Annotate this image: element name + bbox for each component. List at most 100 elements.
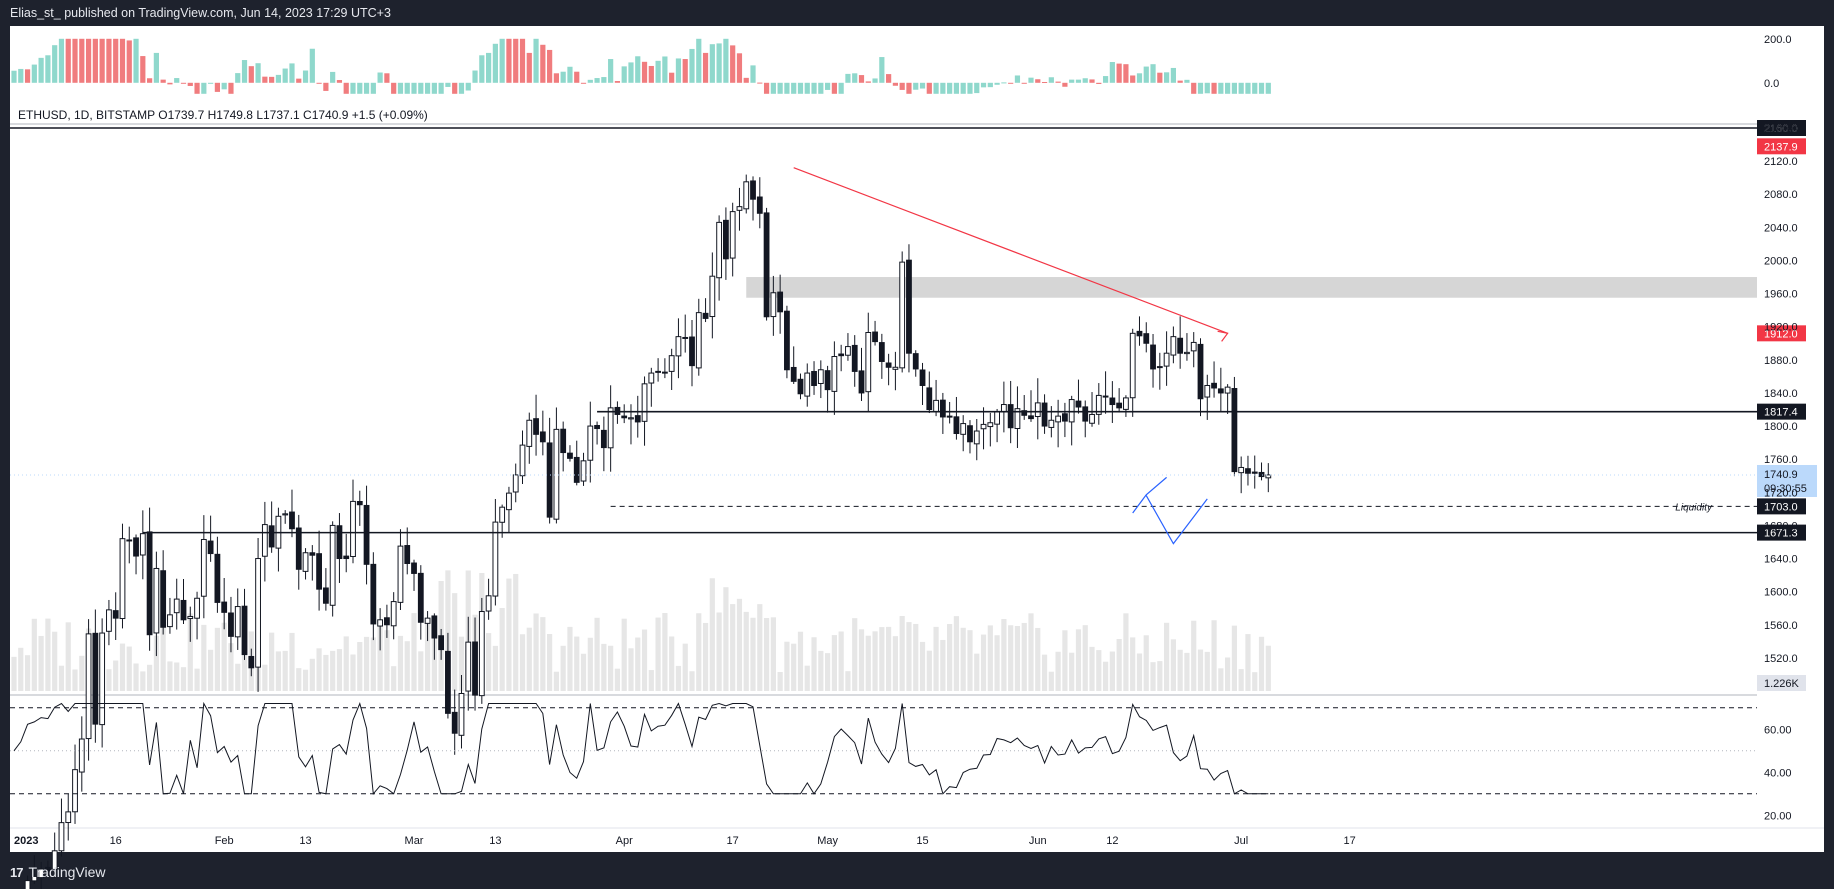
oscillator-bar [858, 75, 865, 83]
candle-down [146, 531, 153, 636]
candle-up [1265, 474, 1272, 479]
oscillator-bar [791, 82, 797, 94]
oscillator-bar [418, 82, 424, 94]
oscillator-bar [65, 38, 71, 83]
candle-up [1055, 415, 1062, 423]
candle-down [573, 456, 580, 483]
candle-down [784, 310, 790, 371]
price-tick-label: 1760.0 [1764, 454, 1798, 466]
candle-up [1014, 408, 1021, 430]
oscillator-bar [140, 56, 146, 83]
candle-down [404, 545, 411, 564]
volume-label: 1.226K [1764, 678, 1800, 690]
time-tick-label: 12 [1106, 835, 1118, 847]
candle-up [519, 444, 526, 477]
tradingview-logo[interactable]: 17 TradingView [10, 864, 106, 880]
candle-down [45, 866, 51, 872]
volume-bar [208, 649, 214, 691]
time-tick-label: 17 [1344, 835, 1356, 847]
price-tick-label: 1840.0 [1764, 388, 1798, 400]
volume-bar [1136, 653, 1143, 691]
volume-bar [377, 621, 383, 691]
oscillator-bar [831, 82, 837, 94]
volume-bar [526, 627, 532, 691]
volume-bar [574, 636, 580, 691]
candle-down [1082, 406, 1089, 422]
candle-down [1075, 400, 1082, 408]
candle-down [241, 605, 248, 656]
oscillator-bar [323, 82, 329, 91]
price-flag-label: 2137.9 [1764, 141, 1798, 153]
candle-up [65, 811, 72, 824]
time-tick-label: 16 [110, 835, 122, 847]
volume-bar [31, 618, 37, 691]
oscillator-bar [974, 82, 980, 94]
candle-down [289, 511, 295, 530]
liquidity-label: Liquidity [1675, 502, 1713, 513]
candle-down [872, 331, 878, 343]
candle-down [336, 525, 343, 560]
oscillator-bar [153, 52, 159, 83]
oscillator-bar [967, 82, 973, 94]
volume-bar [696, 613, 702, 691]
volume-bar [1123, 613, 1129, 691]
volume-bar [11, 656, 17, 691]
volume-bar [641, 629, 648, 691]
volume-bar [1041, 654, 1048, 691]
price-scale[interactable] [1757, 26, 1824, 852]
oscillator-bar [1075, 79, 1082, 83]
oscillator-bar [919, 82, 926, 89]
volume-bar [58, 665, 65, 691]
oscillator-bar [431, 82, 437, 94]
candle-up [499, 506, 506, 523]
candle-down [445, 650, 451, 714]
oscillator-bar [438, 82, 444, 94]
candle-up [485, 595, 492, 612]
oscillator-bar [479, 55, 485, 83]
price-tick-label: 1640.0 [1764, 554, 1798, 566]
candle-down [939, 399, 946, 418]
candle-down [1028, 415, 1034, 420]
candle-up [729, 211, 736, 259]
candle-down [600, 429, 607, 449]
price-tick-label: 1880.0 [1764, 355, 1798, 367]
trend-arrowhead [1217, 330, 1229, 342]
price-tick-label: 2120.0 [1764, 156, 1798, 168]
candle-up [478, 611, 485, 697]
oscillator-bar [1109, 62, 1115, 83]
candle-down [451, 711, 458, 734]
volume-bar [797, 631, 804, 691]
volume-bar [445, 570, 451, 691]
candle-up [1000, 404, 1007, 413]
volume-bar [886, 626, 892, 691]
oscillator-bar [1035, 79, 1041, 83]
candle-down [655, 370, 662, 373]
volume-bar [38, 635, 44, 691]
level-label-bg [1757, 403, 1806, 420]
volume-label-bg [1757, 675, 1806, 691]
oscillator-bar [953, 82, 960, 94]
volume-bar [1001, 619, 1007, 691]
oscillator-bar [730, 45, 736, 83]
candle-up [492, 521, 499, 597]
level-label: 2160.0 [1764, 123, 1798, 135]
candle-down [1177, 337, 1184, 354]
oscillator-bar [506, 38, 512, 83]
volume-bar [1069, 652, 1075, 691]
volume-bar [357, 642, 363, 691]
rsi-line [13, 701, 1269, 796]
candle-down [295, 527, 302, 570]
oscillator-bar [24, 69, 31, 83]
oscillator-bar [1048, 77, 1054, 83]
oscillator-bar [18, 68, 24, 83]
oscillator-bar [79, 38, 85, 83]
chart-area[interactable] [10, 26, 1757, 852]
candle-up [506, 492, 512, 511]
candle-up [1068, 399, 1075, 423]
oscillator-bar [106, 38, 112, 83]
volume-bar [730, 604, 736, 691]
current-price-bg [1757, 464, 1817, 497]
candle-up [641, 383, 648, 422]
